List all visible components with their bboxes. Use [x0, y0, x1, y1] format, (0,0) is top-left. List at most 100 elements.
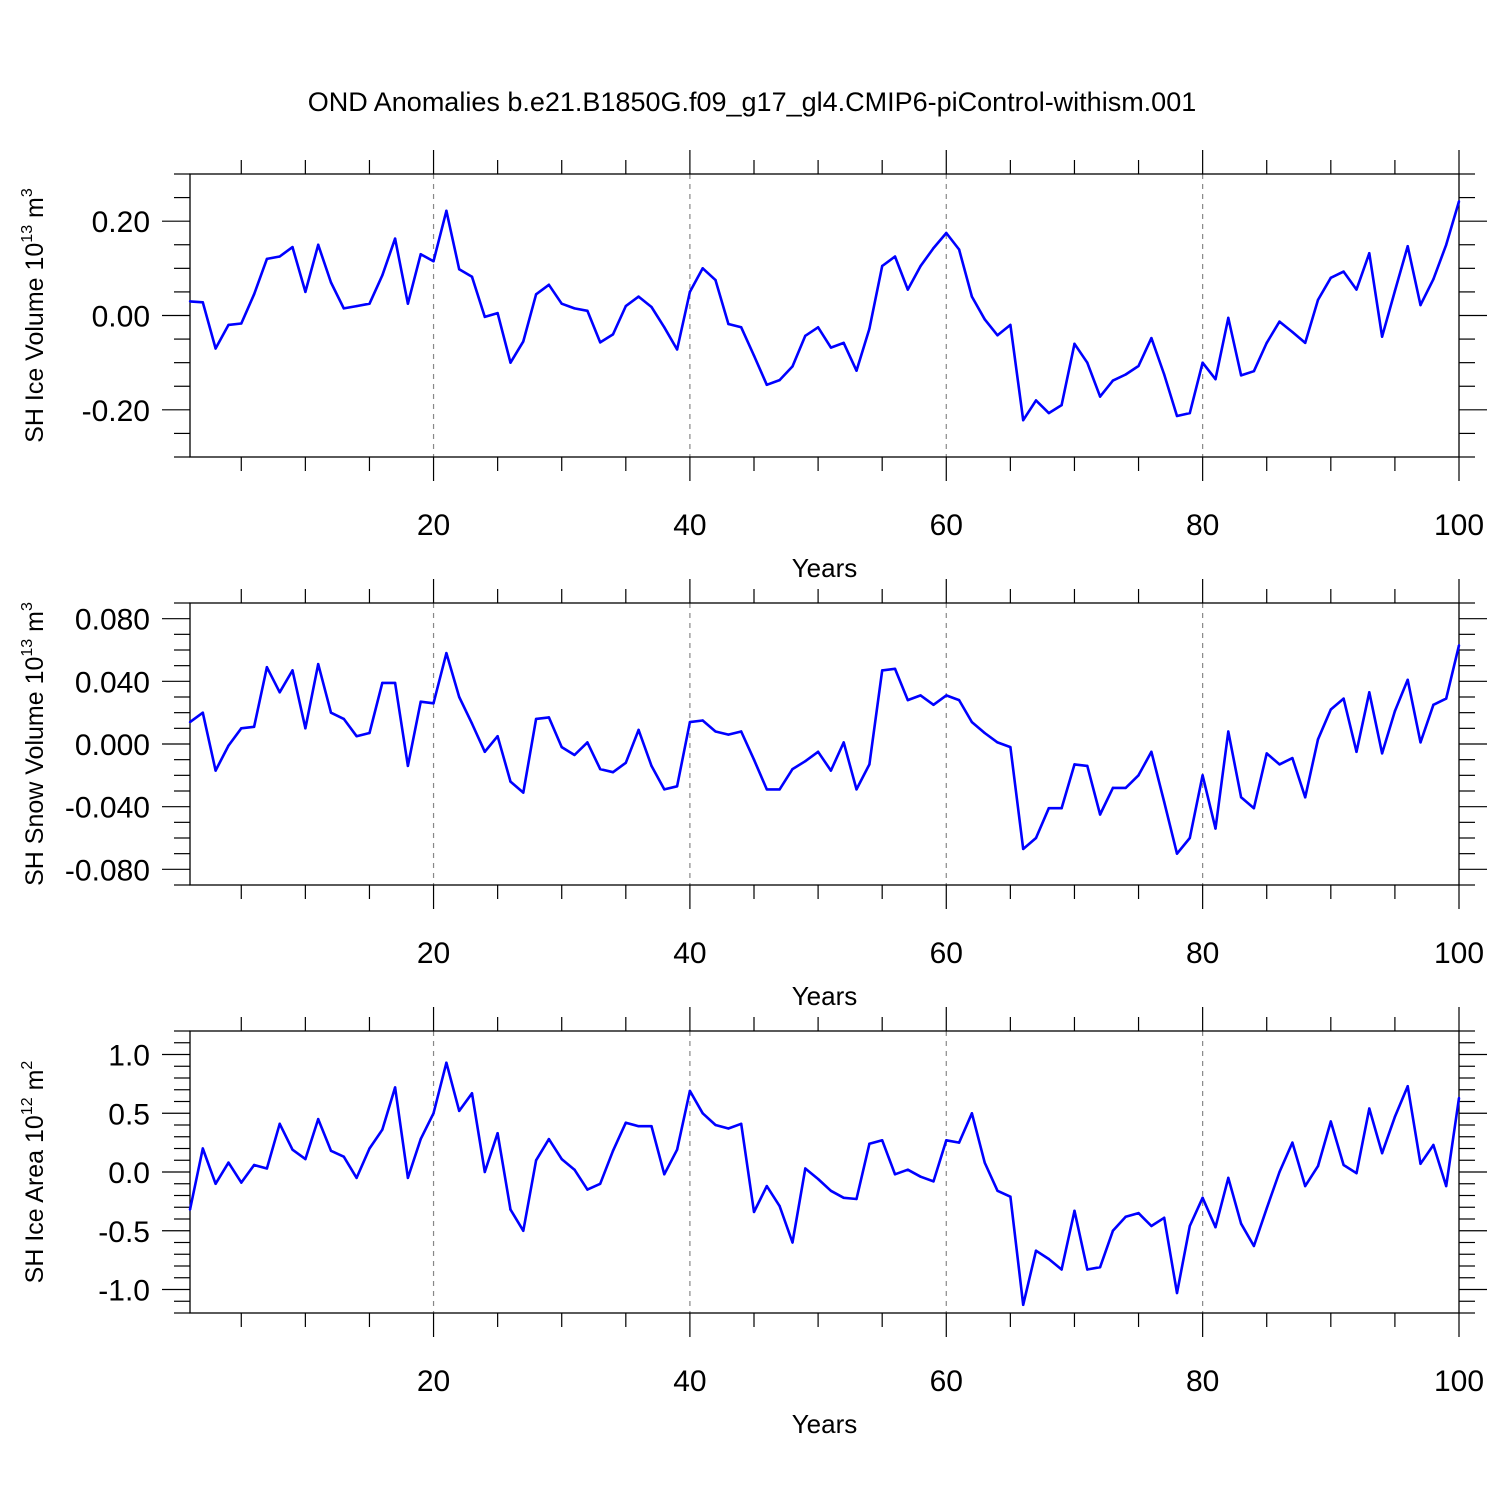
data-point [727, 1127, 730, 1130]
y-axis-label-text: SH Ice Volume 10 [21, 243, 49, 443]
data-point [1201, 361, 1204, 364]
data-point [598, 767, 602, 771]
data-point [1060, 1268, 1063, 1271]
data-point [765, 1184, 769, 1188]
data-point [778, 378, 781, 382]
data-point [1009, 323, 1012, 327]
y-axis-label-unit: m [21, 197, 49, 225]
data-point [291, 1148, 294, 1151]
data-point [650, 764, 653, 768]
data-point [688, 1089, 692, 1093]
series-points-1 [188, 200, 1461, 422]
data-point [1444, 243, 1448, 246]
data-point [304, 1157, 307, 1161]
data-point [1162, 373, 1166, 376]
data-point [919, 1175, 922, 1178]
data-point [1111, 379, 1115, 382]
data-point [906, 698, 910, 702]
data-point [1227, 1176, 1230, 1180]
data-point [1329, 276, 1333, 279]
data-point [278, 255, 281, 258]
data-point [1021, 1303, 1025, 1306]
data-point [932, 1180, 935, 1183]
data-point [470, 275, 474, 279]
y-tick-label: 0.5 [108, 1098, 150, 1131]
data-point [637, 1124, 640, 1128]
data-point [1137, 364, 1140, 368]
data-point [483, 315, 487, 319]
y-axis-label-text: SH Snow Volume 10 [21, 657, 49, 886]
data-point [1419, 303, 1422, 307]
y-axis-label-unit-exponent: 2 [19, 1061, 36, 1070]
series-line-1 [189, 201, 1461, 422]
data-point [765, 383, 769, 387]
series-points-1 [188, 644, 1461, 855]
data-point [1457, 644, 1461, 647]
data-point [483, 1170, 487, 1174]
data-point [1175, 852, 1179, 855]
data-point [688, 720, 692, 724]
data-point [1086, 1268, 1089, 1271]
data-point [714, 1123, 717, 1127]
data-point [1137, 1211, 1140, 1215]
data-point [855, 369, 858, 372]
data-point [1457, 200, 1461, 203]
data-point [945, 694, 948, 697]
data-point [816, 326, 820, 329]
data-point [945, 231, 948, 235]
data-point [240, 727, 243, 730]
data-point [1252, 369, 1256, 373]
y-axis-label: SH Ice Area 1012 m2 [19, 1061, 49, 1284]
data-point [1303, 796, 1307, 799]
data-point [445, 209, 448, 212]
series-points-1 [188, 1061, 1461, 1306]
data-point [1188, 411, 1192, 415]
data-point [1060, 403, 1063, 407]
data-point [868, 327, 871, 330]
data-point [432, 1112, 435, 1115]
data-point [457, 1109, 461, 1113]
data-point [1111, 1229, 1115, 1232]
panels: 20 40 60 80 100 Years -0.20 0.00 0.20 SH Ice Volu… [19, 150, 1487, 1439]
data-point [1329, 1120, 1333, 1123]
data-point [1393, 709, 1397, 713]
data-point [304, 727, 307, 730]
data-point [509, 780, 512, 783]
data-point [1406, 1085, 1409, 1088]
data-point [252, 1163, 256, 1167]
data-point [893, 255, 897, 258]
data-point [381, 274, 384, 277]
data-point [368, 731, 371, 735]
x-tick-label-80: 80 [1186, 509, 1219, 542]
data-point [1303, 341, 1307, 345]
data-point [650, 305, 653, 309]
data-point [739, 730, 743, 733]
data-point [688, 290, 692, 294]
data-point [214, 347, 217, 350]
data-point [739, 326, 743, 329]
data-point [278, 691, 281, 694]
y-tick-label: 0.0 [108, 1157, 150, 1190]
y-tick-label: -0.5 [98, 1216, 150, 1249]
data-point [1368, 691, 1371, 694]
data-point [957, 698, 961, 702]
data-point [214, 769, 217, 772]
y-tick-label: -0.080 [65, 854, 150, 887]
data-point [1201, 1196, 1204, 1200]
data-point [534, 293, 538, 296]
data-point [1252, 1244, 1256, 1248]
data-point [1188, 836, 1192, 840]
data-point [470, 722, 474, 725]
data-point [1239, 796, 1243, 799]
data-point [816, 750, 820, 754]
data-point [368, 1147, 371, 1150]
data-point [381, 681, 384, 685]
data-point [291, 669, 294, 672]
data-point [227, 1161, 230, 1164]
data-point [522, 1229, 525, 1232]
data-point [637, 295, 640, 298]
data-point [1021, 419, 1025, 422]
data-point [675, 1148, 679, 1151]
data-point [663, 326, 666, 329]
